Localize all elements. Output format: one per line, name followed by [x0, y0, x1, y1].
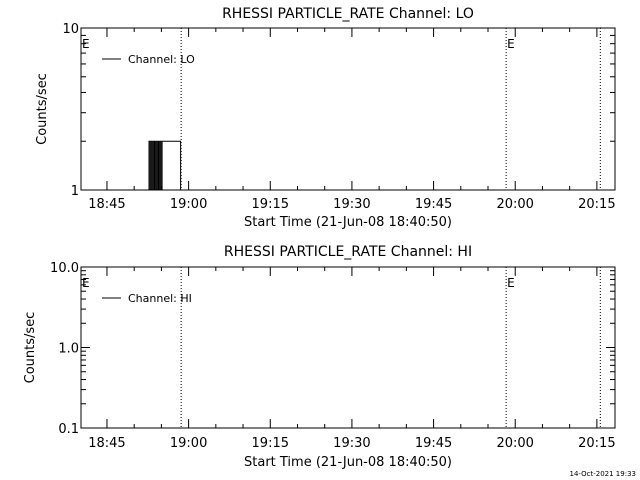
- x-tick-label: 20:15: [578, 436, 615, 451]
- y-tick-label: 10.0: [50, 261, 79, 276]
- plot-frame: [80, 27, 616, 191]
- x-tick-label: 19:30: [333, 436, 370, 451]
- x-axis-label: Start Time (21-Jun-08 18:40:50): [244, 215, 452, 230]
- y-tick-label: 1: [71, 184, 79, 199]
- x-tick-label: 19:45: [415, 197, 452, 212]
- event-marker-label: E: [507, 276, 515, 290]
- x-tick-label: 20:00: [496, 197, 533, 212]
- y-tick-label: 1.0: [58, 342, 79, 357]
- x-tick-label: 19:30: [333, 197, 370, 212]
- event-marker-label: E: [507, 37, 515, 51]
- y-tick-label: 10: [62, 22, 79, 37]
- x-axis-label: Start Time (21-Jun-08 18:40:50): [244, 455, 452, 470]
- x-tick-label: 20:15: [578, 197, 615, 212]
- x-tick-label: 19:15: [252, 436, 289, 451]
- hi-channel-chart: RHESSI PARTICLE_RATE Channel: HI Start Ti…: [23, 244, 616, 470]
- x-tick-label: 19:00: [170, 197, 207, 212]
- chart-title: RHESSI PARTICLE_RATE Channel: HI: [224, 244, 472, 260]
- x-tick-label: 19:00: [170, 436, 207, 451]
- y-axis-label: Counts/sec: [23, 312, 38, 384]
- series-line-channello: [148, 140, 183, 191]
- legend-entry: Channel: LO: [128, 53, 195, 66]
- y-axis-label: Counts/sec: [35, 73, 50, 145]
- x-tick-label: 18:45: [88, 436, 125, 451]
- chart-title: RHESSI PARTICLE_RATE Channel: LO: [222, 6, 474, 22]
- x-tick-label: 19:45: [415, 436, 452, 451]
- legend-entry: Channel: HI: [128, 292, 192, 305]
- event-marker-label: E: [82, 37, 90, 51]
- lo-channel-chart: RHESSI PARTICLE_RATE Channel: LO Start Ti…: [35, 6, 616, 230]
- y-tick-label: 0.1: [58, 422, 79, 437]
- x-tick-label: 18:45: [88, 197, 125, 212]
- x-tick-label: 20:00: [496, 436, 533, 451]
- footer-timestamp: 14-Oct-2021 19:33: [570, 470, 636, 478]
- x-tick-label: 19:15: [252, 197, 289, 212]
- event-marker-label: E: [82, 276, 90, 290]
